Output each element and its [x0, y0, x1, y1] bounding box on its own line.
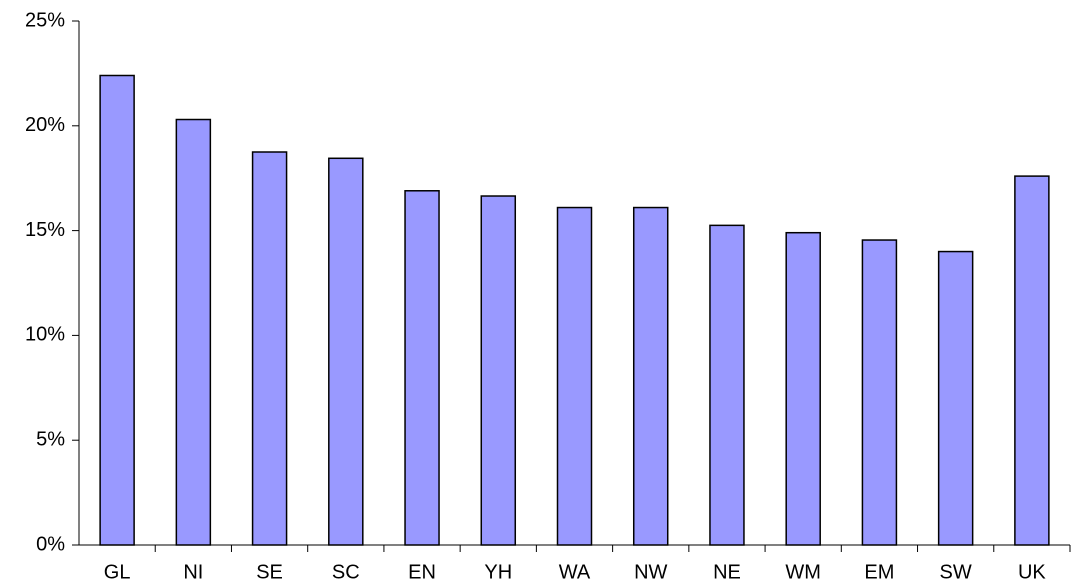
- y-tick-label: 25%: [25, 9, 65, 31]
- bar: [632, 206, 669, 546]
- bar: [937, 250, 974, 546]
- bar: [99, 74, 135, 546]
- bar: [175, 118, 212, 546]
- x-tick-label: SC: [332, 561, 360, 583]
- x-tick-label: GL: [104, 561, 131, 583]
- bar: [709, 224, 745, 546]
- bar: [328, 157, 364, 546]
- bar: [556, 206, 593, 546]
- x-tick-label: UK: [1018, 561, 1046, 583]
- x-tick-label: NI: [183, 561, 203, 583]
- bar: [404, 190, 440, 546]
- y-tick-label: 15%: [25, 219, 65, 241]
- x-tick-label: NE: [713, 561, 741, 583]
- bar: [480, 195, 517, 546]
- bar: [251, 151, 288, 546]
- y-tick-label: 10%: [25, 324, 65, 346]
- x-tick-label: EN: [408, 561, 436, 583]
- y-tick-label: 20%: [25, 114, 65, 136]
- y-tick-label: 0%: [36, 533, 65, 555]
- x-tick-label: WA: [559, 561, 591, 583]
- bar: [861, 239, 898, 546]
- x-tick-label: SW: [940, 561, 972, 583]
- x-tick-label: YH: [484, 561, 512, 583]
- x-tick-label: WM: [785, 561, 821, 583]
- x-tick-label: EM: [864, 561, 894, 583]
- bar: [1014, 175, 1050, 546]
- x-tick-label: NW: [634, 561, 667, 583]
- bar: [785, 231, 821, 546]
- y-tick-label: 5%: [36, 428, 65, 450]
- x-tick-label: SE: [256, 561, 283, 583]
